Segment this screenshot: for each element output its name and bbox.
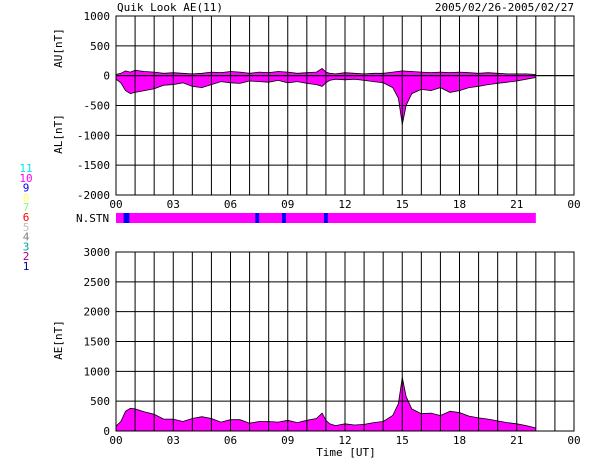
au-al-xtick-label: 00: [567, 198, 580, 211]
ae-frame: [115, 251, 575, 432]
ae-ytick-label: 3000: [84, 246, 111, 259]
chart-title: Quik Look AE(11): [117, 1, 223, 14]
au-al-xtick-label: 09: [281, 198, 294, 211]
ae-xtick-label: 06: [224, 434, 237, 447]
ae-xtick-label: 15: [396, 434, 409, 447]
station-legend-item: 6: [23, 211, 30, 224]
ae-ytick-label: 1500: [84, 336, 111, 349]
au-al-ytick-label: -2000: [77, 189, 110, 202]
au-al-xtick-label: 12: [338, 198, 351, 211]
station-legend-item: 9: [23, 182, 30, 195]
station-legend-item: 2: [23, 250, 30, 263]
au-al-ytick-label: 0: [103, 70, 110, 83]
ae-ytick-label: 1000: [84, 365, 111, 378]
station-count-strip: [116, 213, 536, 223]
station-legend-item: 3: [23, 240, 30, 253]
al-axis-label: AL[nT]: [52, 114, 65, 154]
ae-ytick-label: 500: [90, 395, 110, 408]
au-al-frame: [115, 15, 575, 196]
station-legend-item: 8: [23, 191, 30, 204]
au-al-xtick-label: 21: [510, 198, 523, 211]
au-al-ytick-label: -500: [84, 100, 111, 113]
ae-xtick-label: 18: [453, 434, 466, 447]
au-al-ytick-label: -1500: [77, 159, 110, 172]
au-al-xtick-label: 03: [167, 198, 180, 211]
ae-xtick-label: 12: [338, 434, 351, 447]
station-legend-item: 5: [23, 221, 30, 234]
ae-xtick-label: 09: [281, 434, 294, 447]
au-al-series-al-area: [116, 75, 536, 125]
au-al-ytick-label: -1000: [77, 129, 110, 142]
station-legend-item: 10: [19, 172, 32, 185]
station-legend-item: 1: [23, 260, 30, 273]
ae-xtick-label: 21: [510, 434, 523, 447]
ae-axis-label: AE[nT]: [52, 320, 65, 360]
ae-ytick-label: 2500: [84, 276, 111, 289]
au-al-xtick-label: 00: [109, 198, 122, 211]
station-legend-item: 4: [23, 231, 30, 244]
ae-xtick-label: 03: [167, 434, 180, 447]
station-legend-item: 11: [19, 162, 32, 175]
ae-xtick-label: 00: [567, 434, 580, 447]
ae-ytick-label: 2000: [84, 306, 111, 319]
nstn-segment: [123, 213, 130, 223]
date-range: 2005/02/26-2005/02/27: [435, 1, 574, 14]
au-axis-label: AU[nT]: [52, 28, 65, 68]
ae-xtick-label: 00: [109, 434, 122, 447]
nstn-label: N.STN: [76, 212, 109, 225]
nstn-segment: [324, 213, 328, 223]
nstn-segment: [255, 213, 260, 223]
station-legend-item: 7: [23, 201, 30, 214]
ae-series-ae-area: [116, 377, 536, 431]
nstn-segment: [282, 213, 286, 223]
au-al-xtick-label: 06: [224, 198, 237, 211]
ae-ytick-label: 0: [103, 425, 110, 438]
au-al-xtick-label: 18: [453, 198, 466, 211]
au-al-xtick-label: 15: [396, 198, 409, 211]
time-axis-label: Time [UT]: [316, 446, 376, 459]
au-al-ytick-label: 1000: [84, 10, 111, 23]
au-al-ytick-label: 500: [90, 40, 110, 53]
